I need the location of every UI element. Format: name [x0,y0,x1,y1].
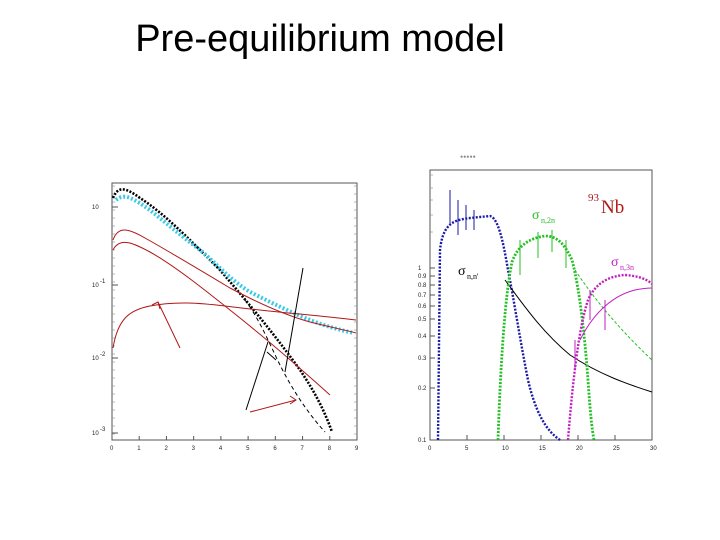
right-y-tick-label: 0.7 [418,293,427,299]
total-calculated-curve [111,188,334,433]
n-np-dotted-curve [436,214,561,441]
left-x-tick-label: 5 [246,446,250,452]
left-y-tick-exponent: -3 [100,427,106,433]
sigma-n-2n-label: σ [532,208,540,223]
right-y-tick-label: 0.2 [418,386,427,392]
left-x-tick-label: 8 [328,446,332,452]
sigma-n-np-label: σ [458,264,466,279]
n-3n-error-bars [574,290,606,370]
left-x-tick-label: 1 [137,446,141,452]
left-x-tick-label: 9 [355,446,359,452]
annotation-arrow-line [249,399,297,413]
sigma-n-np-subscript: n,n' [467,272,479,281]
left-x-tick-label: 4 [219,446,223,452]
right-y-tick-label: 0.9 [418,274,427,280]
left-y-tick-label: 10 [92,283,99,289]
nucleus-mass-label: 93 [588,192,600,204]
pointer-line [284,267,304,373]
right-x-tick-label: 0 [428,446,432,452]
right-plot-ticks: 0 5 10 15 20 25 30 0.1 0.2 0.3 0.4 0.5 0.6 0.7 0.8 0.9 1 [418,174,657,452]
left-y-tick-label: 10 [92,431,99,437]
left-plot-curves [111,188,357,433]
n-np-total-curve [504,279,653,393]
pointer-line [266,351,277,361]
right-y-tick-label: 1 [418,266,422,272]
right-plot-curves [436,190,653,441]
arrow-head-icon [151,301,161,310]
direct-component-curve [244,299,326,433]
left-y-tick-exponent: -1 [100,279,106,285]
secondary-emission-curve [112,302,357,349]
left-x-tick-label: 7 [301,446,305,452]
n-2n-dotted-curve [496,234,596,441]
right-y-tick-label: 0.8 [418,283,427,289]
right-y-tick-label: 0.1 [418,438,427,444]
n-3n-solid-curve [579,287,653,341]
right-y-tick-label: 0.5 [418,317,427,323]
pointer-line [245,341,269,411]
sigma-n-2n-subscript: n,2n [541,216,555,225]
left-x-tick-label: 2 [164,446,168,452]
right-y-tick-label: 0.3 [418,356,427,362]
nucleus-symbol-label: Nb [601,197,624,218]
arrow-head-icon [289,395,297,405]
sigma-n-3n-label: σ [611,255,619,270]
top-dots-mark: ••••• [460,152,476,162]
right-x-tick-label: 5 [465,446,469,452]
sigma-n-3n-subscript: n,3n [620,263,634,272]
left-y-tick-label: 10 [92,356,99,362]
n-2n-error-bars [519,230,567,275]
left-y-tick-label: 10 [92,205,99,211]
left-y-tick-exponent: -2 [100,352,106,358]
right-x-tick-label: 25 [613,446,620,452]
right-x-tick-label: 10 [502,446,509,452]
left-x-tick-label: 0 [110,446,114,452]
right-y-tick-label: 0.4 [418,334,427,340]
right-x-tick-label: 15 [539,446,546,452]
n-3n-dotted-curve [566,273,653,441]
left-x-tick-label: 3 [192,446,196,452]
left-x-tick-label: 6 [273,446,277,452]
right-x-tick-label: 20 [576,446,583,452]
slide-title: Pre-equilibrium model [135,18,505,60]
n-2n-tail-curve [574,269,653,361]
pre-equilibrium-curve [112,229,357,334]
n-np-error-bars [449,190,475,235]
left-plot-frame [111,182,358,441]
right-y-tick-label: 0.6 [418,304,427,310]
compound-curve [112,241,331,396]
experimental-data-points [114,194,355,335]
annotation-arrow-line [157,301,181,349]
right-x-tick-label: 30 [650,446,657,452]
